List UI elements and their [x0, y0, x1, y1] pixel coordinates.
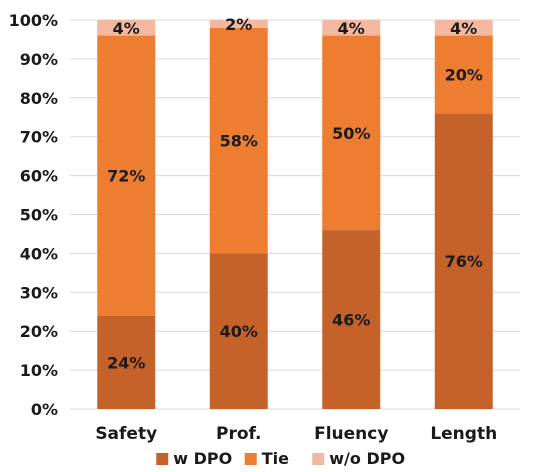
- y-tick-label: 0%: [31, 400, 58, 419]
- bar-segment: [97, 315, 156, 409]
- bar-segment: [97, 20, 156, 36]
- x-tick-label: Prof.: [216, 424, 261, 444]
- y-tick-label: 20%: [20, 322, 58, 341]
- bar-segment: [209, 253, 268, 409]
- y-tick-label: 30%: [20, 283, 58, 302]
- bar-segment: [322, 230, 381, 409]
- bar-segment: [434, 113, 493, 410]
- y-tick-label: 90%: [20, 50, 58, 69]
- bar-segment: [434, 35, 493, 114]
- y-tick-label: 10%: [20, 361, 58, 380]
- data-label: 72%: [107, 167, 145, 186]
- data-label: 4%: [113, 19, 140, 38]
- data-label: 76%: [445, 252, 483, 271]
- bars: [97, 20, 493, 410]
- x-axis: Safety Prof. Fluency Length: [95, 424, 497, 444]
- data-label: 20%: [445, 65, 483, 84]
- data-label: 24%: [107, 353, 145, 372]
- legend: w DPO Tie w/o DPO: [156, 449, 405, 468]
- x-tick-label: Length: [430, 424, 497, 444]
- legend-swatch: [312, 453, 325, 465]
- bar-segment: [209, 20, 268, 28]
- legend-swatch: [156, 453, 169, 465]
- legend-label: w/o DPO: [329, 449, 405, 468]
- x-tick-label: Fluency: [314, 424, 388, 444]
- legend-swatch: [244, 453, 257, 465]
- y-tick-label: 60%: [20, 167, 58, 186]
- y-axis: 0% 10% 20% 30% 40% 50% 60% 70% 80% 90% 100%: [9, 11, 58, 419]
- legend-label: w DPO: [173, 449, 232, 468]
- data-label: 2%: [225, 15, 252, 34]
- data-label: 4%: [338, 19, 365, 38]
- data-label: 46%: [332, 311, 370, 330]
- bar-segment: [322, 20, 381, 36]
- y-tick-label: 70%: [20, 128, 58, 147]
- y-tick-label: 100%: [9, 11, 58, 30]
- data-label: 50%: [332, 124, 370, 143]
- data-label: 58%: [220, 132, 258, 151]
- legend-label: Tie: [262, 449, 289, 468]
- bar-segment: [322, 35, 381, 231]
- data-labels: 24% 72% 4% 40% 58% 2% 46% 50% 4% 76% 20% 4%: [107, 15, 483, 372]
- bar-segment: [97, 35, 156, 316]
- data-label: 40%: [220, 322, 258, 341]
- bar-segment: [209, 27, 268, 254]
- y-tick-label: 80%: [20, 89, 58, 108]
- x-tick-label: Safety: [95, 424, 157, 444]
- y-tick-label: 40%: [20, 244, 58, 263]
- bar-segment: [434, 20, 493, 36]
- data-label: 4%: [450, 19, 477, 38]
- y-tick-label: 50%: [20, 206, 58, 225]
